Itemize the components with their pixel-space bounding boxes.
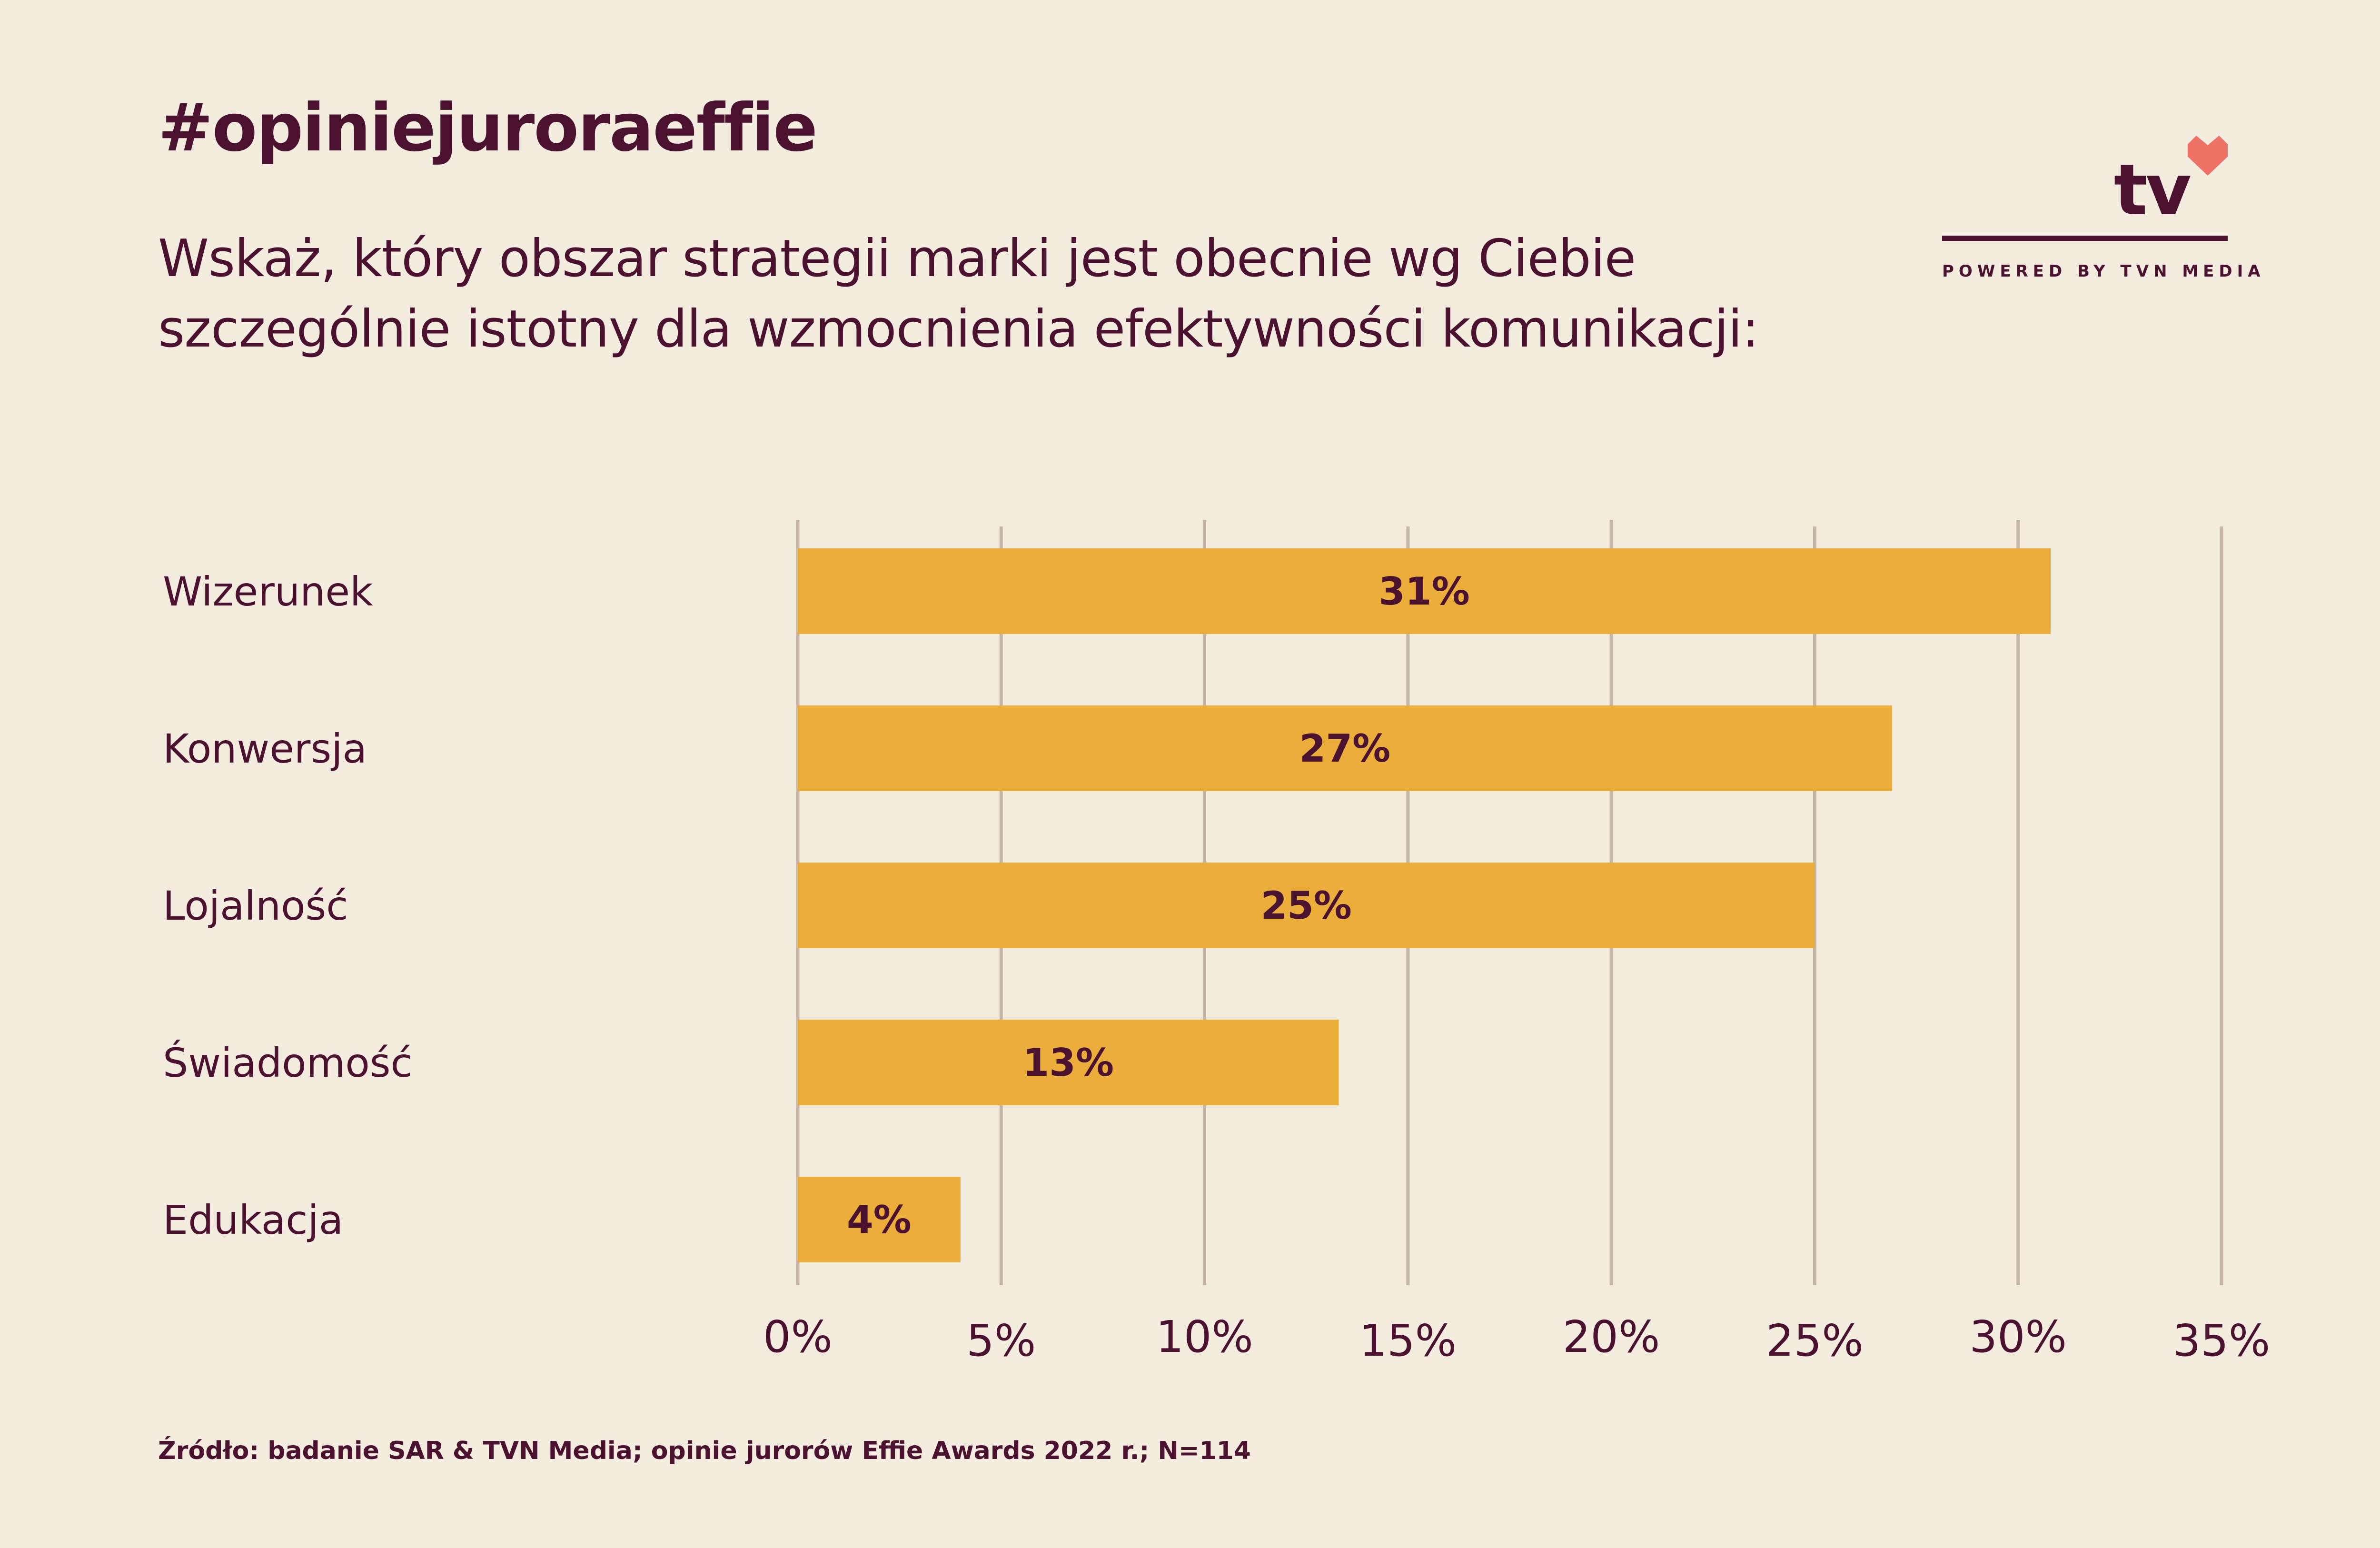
bar bbox=[798, 863, 1815, 948]
source-note: Źródło: badanie SAR & TVN Media; opinie … bbox=[158, 1437, 1251, 1465]
bar bbox=[798, 705, 1892, 791]
x-tick-label: 30% bbox=[1969, 1311, 2066, 1362]
x-tick-label: 15% bbox=[1359, 1315, 1457, 1366]
heart-icon bbox=[2188, 136, 2228, 176]
x-tick-label: 20% bbox=[1563, 1311, 1660, 1362]
data-label: 27% bbox=[1299, 726, 1390, 771]
data-label: 4% bbox=[847, 1198, 912, 1242]
question-text: Wskaż, który obszar strategii marki jest… bbox=[158, 224, 1759, 365]
category-label: Konwersja bbox=[163, 725, 367, 772]
logo-text: tv bbox=[2113, 149, 2192, 231]
question-line-2: szczególnie istotny dla wzmocnienia efek… bbox=[158, 299, 1759, 359]
bar bbox=[798, 1177, 961, 1262]
x-tick-label: 0% bbox=[763, 1311, 833, 1362]
hashtag-title: #opiniejuroraeffie bbox=[158, 89, 818, 166]
category-label: Edukacja bbox=[163, 1197, 343, 1243]
category-label: Świadomość bbox=[163, 1040, 413, 1086]
x-tick-label: 10% bbox=[1156, 1311, 1253, 1362]
question-line-1: Wskaż, który obszar strategii marki jest… bbox=[158, 229, 1636, 288]
x-tick-label: 5% bbox=[966, 1315, 1036, 1366]
bar bbox=[798, 548, 2051, 634]
logo-divider bbox=[1942, 236, 2228, 241]
category-label: Lojalność bbox=[163, 883, 348, 929]
logo-tagline: POWERED BY TVN MEDIA bbox=[1942, 262, 2265, 281]
data-label: 31% bbox=[1378, 569, 1469, 614]
data-label: 13% bbox=[1023, 1041, 1114, 1085]
bar bbox=[798, 1020, 1339, 1105]
data-label: 25% bbox=[1260, 883, 1351, 928]
tvn-logo: tv POWERED BY TVN MEDIA bbox=[1942, 136, 2265, 288]
category-label: Wizerunek bbox=[163, 568, 373, 615]
x-tick-label: 35% bbox=[2173, 1315, 2270, 1366]
x-tick-label: 25% bbox=[1766, 1315, 1863, 1366]
